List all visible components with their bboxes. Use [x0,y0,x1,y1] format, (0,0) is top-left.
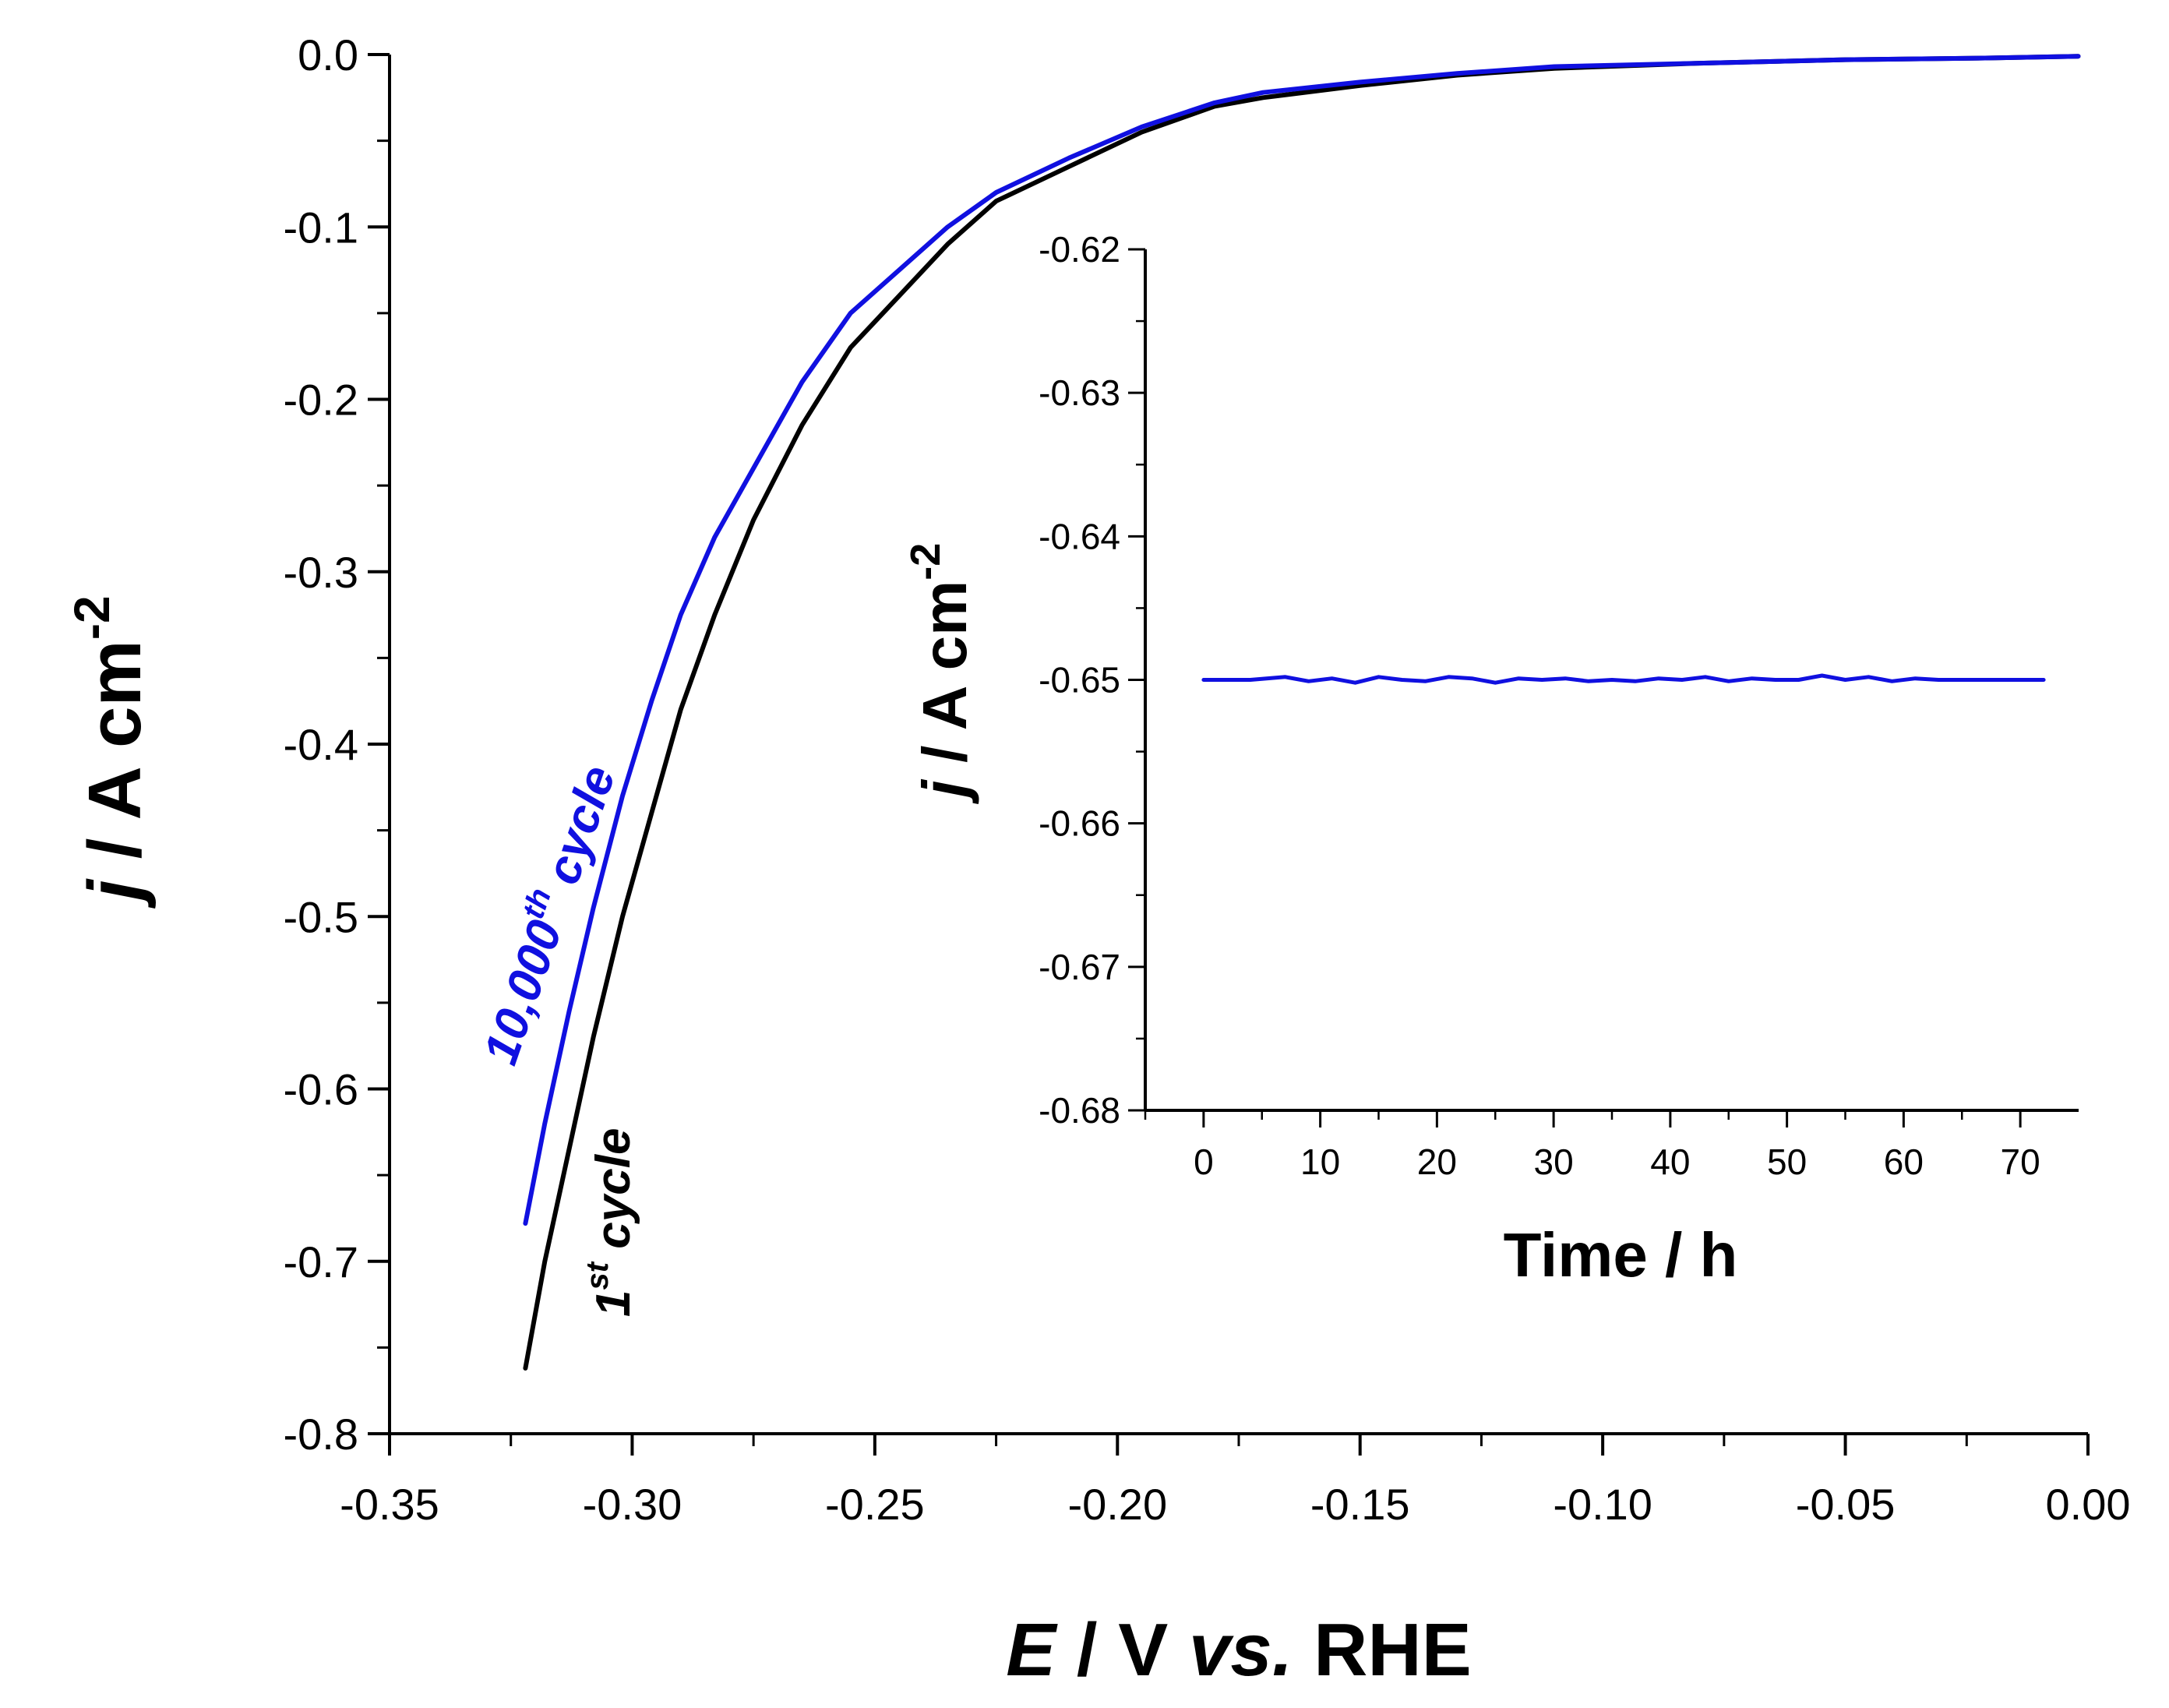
inset-y-tick-label: -0.63 [1039,372,1120,413]
inset-series-group [1201,673,2046,685]
inset-x-tick-label: 40 [1650,1142,1690,1182]
main-xlabel-var: E [1006,1608,1058,1692]
main-x-tick-label: -0.30 [583,1480,682,1529]
main-x-tick-label: -0.35 [340,1480,439,1529]
main-y-axis-title: j / A cm-2 [64,595,157,909]
inset-axes: -0.62 -0.63 -0.64 -0.65 -0.66 -0.67 -0.68 0 10 2… [1039,229,2080,1182]
inset-y-tick-label: -0.65 [1039,660,1120,700]
inset-y-tick-label: -0.68 [1039,1090,1120,1131]
annotation-1st-tail: cycle [587,1128,640,1262]
main-y-tick-label: 0.0 [298,30,358,79]
series-line-10000th-cycle [523,54,2081,1226]
main-y-tick-label: -0.4 [284,720,359,769]
main-y-ticks: 0.0 -0.1 -0.2 -0.3 -0.4 -0.5 -0.6 -0.7 -0.8 [284,30,390,1459]
inset-x-tick-label: 0 [1194,1142,1214,1182]
inset-series-line [1201,673,2046,685]
main-x-tick-label: -0.25 [825,1480,925,1529]
main-x-tick-label: -0.20 [1067,1480,1167,1529]
annotation-10000th-cycle: 10,000th cycle [467,757,626,1071]
annotation-1st-cycle: 1st cycle [580,1128,640,1317]
main-y-tick-label: -0.3 [284,548,359,597]
inset-y-ticks: -0.62 -0.63 -0.64 -0.65 -0.66 -0.67 -0.68 [1039,229,1145,1131]
inset-ylabel-sup: -2 [902,543,949,581]
inset-y-axis-title: j / A cm-2 [902,543,979,805]
main-y-tick-label: -0.8 [284,1410,359,1459]
inset-x-tick-label: 60 [1884,1142,1924,1182]
main-y-tick-label: -0.1 [284,203,359,252]
main-x-tick-label: -0.15 [1310,1480,1410,1529]
inset-ylabel-rest: / A cm [910,581,979,780]
inset-ylabel-var: j [910,778,979,804]
inset-x-tick-label: 20 [1417,1142,1457,1182]
inset-x-tick-label: 50 [1767,1142,1807,1182]
main-series-group [523,54,2081,1371]
main-xlabel-ref: RHE [1293,1608,1471,1692]
main-xlabel-rest: / V [1056,1608,1189,1692]
inset-y-tick-label: -0.62 [1039,229,1120,270]
inset-y-tick-label: -0.66 [1039,803,1120,844]
main-xlabel-vs: vs. [1189,1608,1293,1692]
main-y-tick-label: -0.7 [284,1237,359,1286]
inset-y-tick-label: -0.67 [1039,947,1120,987]
main-y-tick-label: -0.6 [284,1065,359,1114]
main-ylabel-rest: / A cm [73,640,157,880]
main-x-ticks: -0.35 -0.30 -0.25 -0.20 -0.15 -0.10 -0.05 0.00 [340,1434,2131,1529]
inset-x-tick-label: 70 [2001,1142,2040,1182]
annotation-1st-base: 1 [587,1290,640,1317]
inset-x-tick-label: 10 [1300,1142,1340,1182]
main-y-tick-label: -0.2 [284,376,359,425]
main-x-tick-label: 0.00 [2046,1480,2131,1529]
annotation-10000th-base: 10,000 [474,914,573,1071]
annotation-1st-sup: st [580,1261,615,1290]
main-y-tick-label: -0.5 [284,892,359,941]
main-ylabel-var: j [73,878,157,909]
main-axes: 0.0 -0.1 -0.2 -0.3 -0.4 -0.5 -0.6 -0.7 -0.8 -0.3… [284,30,2131,1529]
main-ylabel-sup: -2 [64,595,120,640]
main-x-tick-label: -0.05 [1796,1480,1896,1529]
inset-x-tick-label: 30 [1534,1142,1574,1182]
inset-x-ticks: 0 10 20 30 40 50 60 70 [1144,1110,2040,1182]
inset-y-tick-label: -0.64 [1039,516,1120,556]
main-x-tick-label: -0.10 [1553,1480,1652,1529]
inset-x-axis-title: Time / h [1504,1220,1738,1290]
main-x-axis-title: E / V vs. RHE [1006,1608,1472,1692]
